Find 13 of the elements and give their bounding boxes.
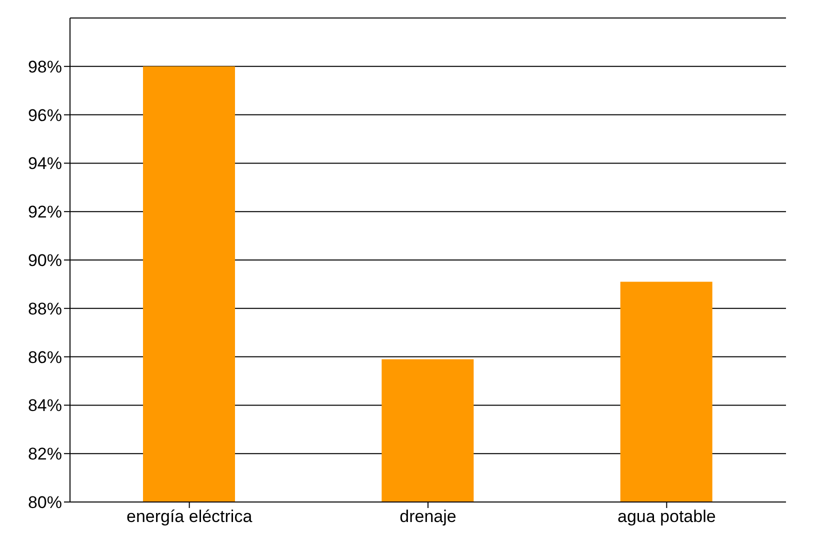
y-tick-label: 98%: [28, 57, 62, 76]
y-tick-label: 82%: [28, 444, 62, 464]
x-tick-label: energía eléctrica: [126, 507, 253, 526]
y-tick-label: 94%: [28, 154, 62, 174]
y-tick-label: 96%: [28, 106, 62, 125]
y-tick-label: 80%: [28, 493, 62, 512]
y-tick-label: 86%: [28, 348, 62, 367]
x-tick-label: agua potable: [618, 507, 716, 526]
x-tick-label: drenaje: [400, 507, 456, 526]
y-tick-label: 90%: [28, 251, 62, 270]
y-tick-label: 84%: [28, 396, 62, 416]
y-tick-label: 92%: [28, 202, 62, 222]
y-tick-label: 88%: [28, 299, 62, 318]
